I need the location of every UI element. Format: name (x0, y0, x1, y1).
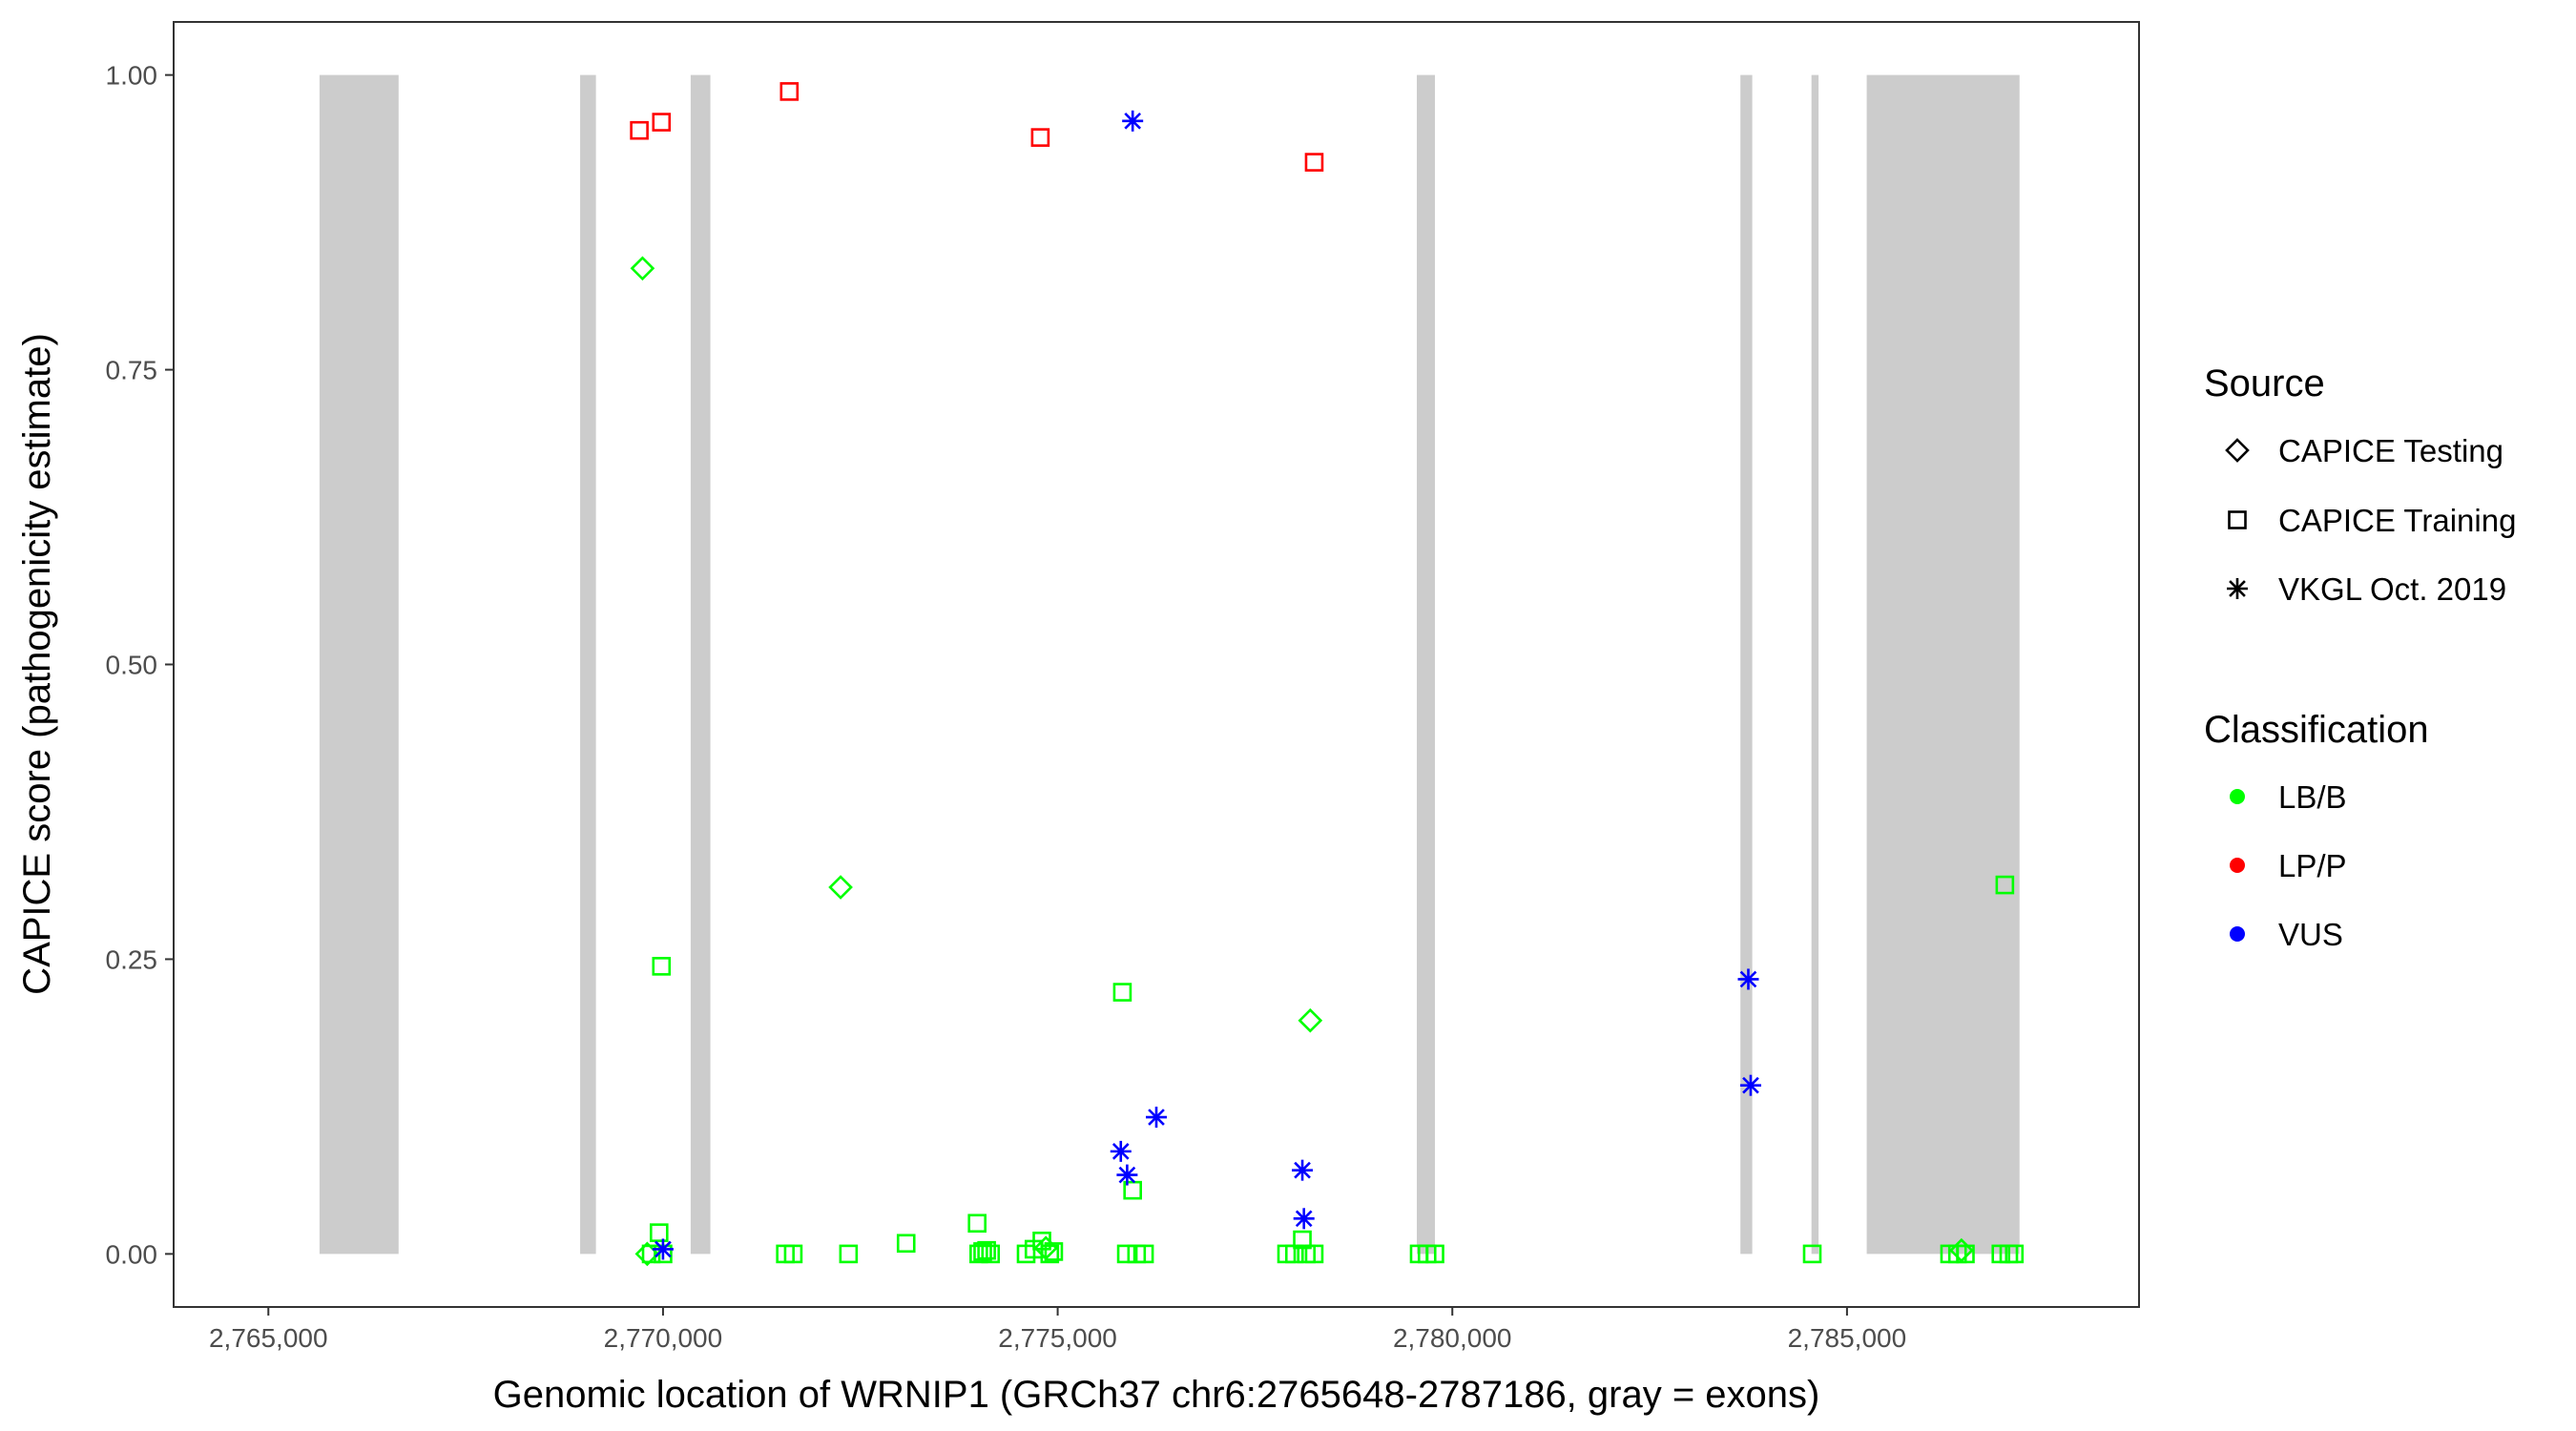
data-point (828, 875, 853, 900)
data-point (1116, 1164, 1138, 1186)
data-point (783, 1244, 803, 1264)
data-point (1293, 1230, 1312, 1250)
exon-band (1740, 74, 1753, 1255)
exon-band (580, 74, 596, 1255)
data-points (630, 82, 2025, 1267)
legend-key-square (2228, 510, 2247, 529)
data-point (1112, 983, 1132, 1002)
data-point (1956, 1244, 1975, 1264)
data-point (1425, 1244, 1444, 1264)
data-point (652, 1238, 674, 1260)
data-point (1040, 1244, 1060, 1264)
data-point (630, 256, 655, 281)
legend-key-asterisk (2227, 578, 2248, 599)
data-point (1802, 1244, 1822, 1264)
data-point (1044, 1242, 1064, 1261)
data-point (1030, 128, 1050, 147)
data-point (981, 1244, 1001, 1264)
data-point (1134, 1244, 1154, 1264)
x-axis: 2,765,000 2,770,000 2,775,000 2,780,000 2,78… (209, 1307, 1906, 1353)
legend-label: CAPICE Testing (2278, 433, 2503, 468)
y-tick-label: 0.75 (106, 356, 158, 385)
data-point (1293, 1208, 1315, 1230)
data-point (1116, 1244, 1136, 1264)
exon-bands (319, 74, 2020, 1255)
exon-band (690, 74, 711, 1255)
legend-label: CAPICE Training (2278, 503, 2516, 538)
data-point (1146, 1107, 1167, 1129)
x-tick-label: 2,765,000 (209, 1323, 328, 1353)
exon-band (1811, 74, 1819, 1255)
data-point (1292, 1159, 1314, 1181)
data-point (839, 1244, 859, 1264)
y-axis-title: CAPICE score (pathogenicity estimate) (16, 333, 58, 995)
data-point (967, 1213, 987, 1234)
legend-title-classification: Classification (2204, 709, 2429, 751)
y-tick-label: 1.00 (106, 61, 158, 91)
data-point (1737, 968, 1759, 990)
exon-band (1866, 74, 2020, 1255)
legend-label: LP/P (2278, 848, 2347, 883)
x-tick-label: 2,780,000 (1393, 1323, 1512, 1353)
data-point (1304, 153, 1324, 172)
data-point (1110, 1140, 1132, 1162)
data-point (652, 957, 672, 976)
legend-key-dot (2230, 926, 2245, 942)
legend: Source Classification CAPICE Testing CAPI… (2204, 363, 2516, 952)
legend-title-source: Source (2204, 363, 2325, 404)
data-point (652, 113, 672, 132)
data-point (779, 82, 800, 101)
data-point (1995, 875, 2015, 895)
exon-band (319, 74, 399, 1255)
x-axis-title: Genomic location of WRNIP1 (GRCh37 chr6:… (493, 1374, 1820, 1416)
exon-band (1417, 74, 1436, 1255)
x-tick-label: 2,775,000 (998, 1323, 1117, 1353)
legend-key-dot (2230, 789, 2245, 804)
data-point (630, 120, 649, 140)
legend-label: VUS (2278, 917, 2343, 952)
y-tick-label: 0.25 (106, 944, 158, 974)
y-axis: 0.00 0.25 0.50 0.75 1.00 (106, 61, 174, 1269)
legend-label: VKGL Oct. 2019 (2278, 571, 2506, 607)
data-point (1304, 1244, 1324, 1264)
data-point (1739, 1074, 1761, 1096)
x-tick-label: 2,785,000 (1788, 1323, 1907, 1353)
legend-key-dot (2230, 858, 2245, 873)
data-point (896, 1234, 916, 1254)
y-tick-label: 0.00 (106, 1239, 158, 1269)
data-point (977, 1240, 996, 1260)
y-tick-label: 0.50 (106, 651, 158, 680)
x-tick-label: 2,770,000 (604, 1323, 723, 1353)
data-point (649, 1223, 669, 1242)
data-point (1298, 1007, 1323, 1033)
data-point (1122, 110, 1144, 132)
legend-key-diamond (2225, 438, 2250, 463)
legend-label: LB/B (2278, 779, 2347, 815)
data-point (2005, 1244, 2025, 1264)
